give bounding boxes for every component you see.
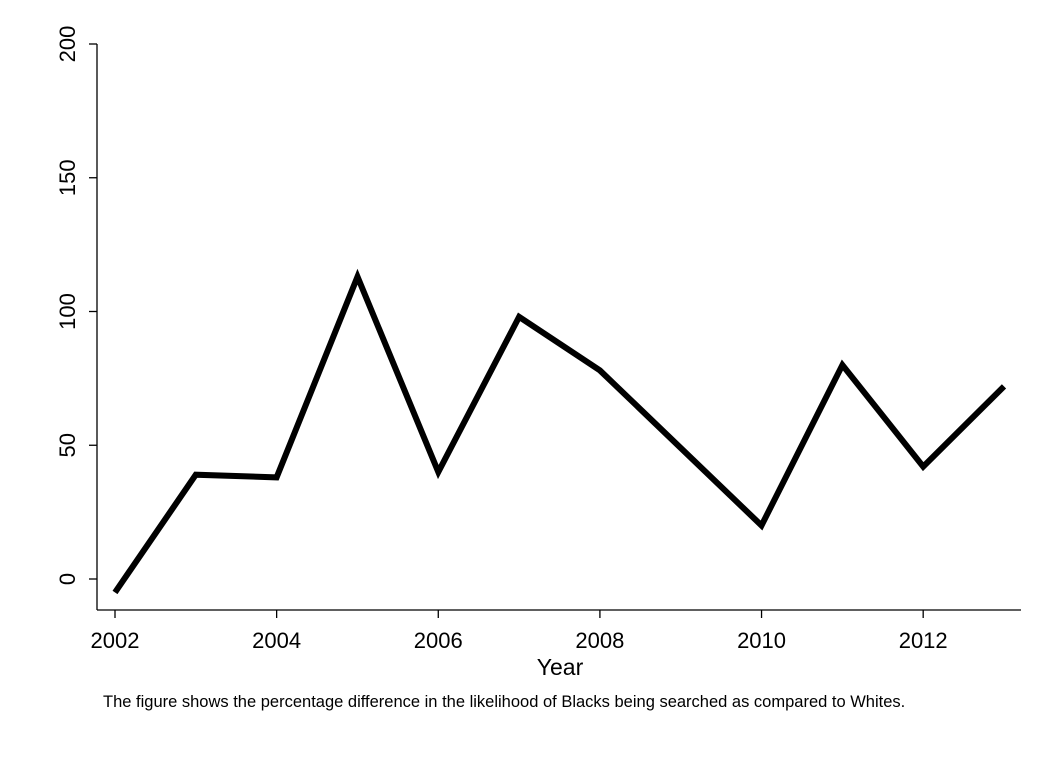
figure-note: The figure shows the percentage differen… — [103, 693, 906, 711]
x-tick-label: 2002 — [91, 628, 140, 653]
x-tick-label: 2012 — [899, 628, 948, 653]
y-axis: 0 50 100 150 200 — [55, 26, 98, 610]
x-axis-title: Year — [537, 654, 584, 680]
line-chart: 0 50 100 150 200 2002 2004 2006 2008 2010 2012 Ye… — [55, 26, 1021, 680]
y-tick-label: 0 — [55, 573, 80, 585]
x-tick-label: 2006 — [414, 628, 463, 653]
series-line — [112, 268, 1007, 595]
series-layer — [112, 268, 1007, 595]
x-tick-label: 2008 — [575, 628, 624, 653]
x-tick-label: 2004 — [252, 628, 301, 653]
y-tick-label: 150 — [55, 159, 80, 196]
y-tick-label: 200 — [55, 26, 80, 63]
x-tick-label: 2010 — [737, 628, 786, 653]
y-tick-label: 100 — [55, 293, 80, 330]
y-tick-label: 50 — [55, 433, 80, 457]
x-axis: 2002 2004 2006 2008 2010 2012 — [91, 609, 1021, 653]
